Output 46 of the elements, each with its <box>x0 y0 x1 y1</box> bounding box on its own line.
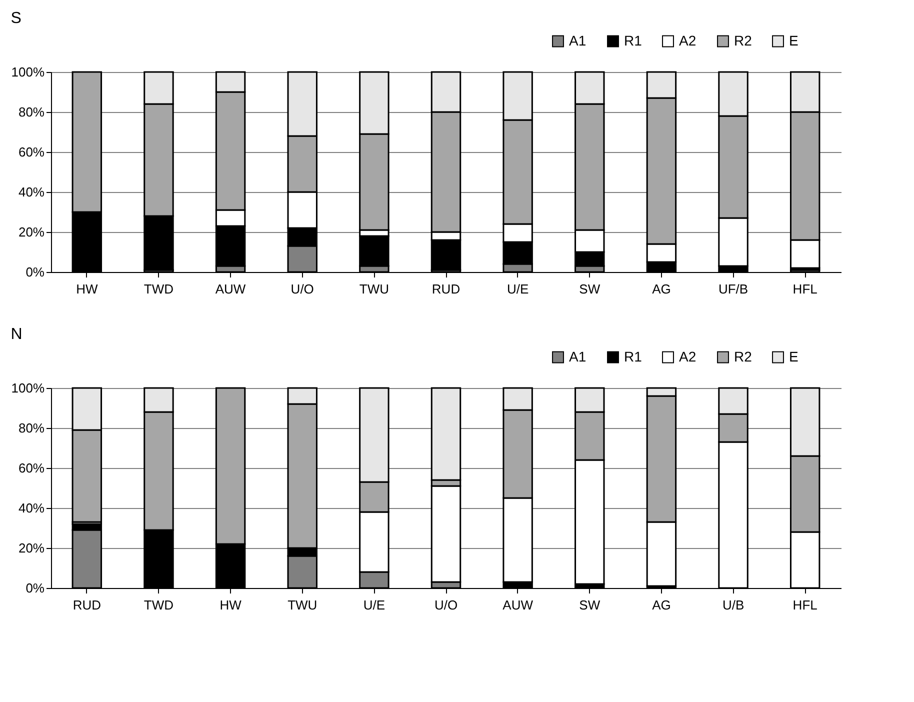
y-tick-label: 100% <box>11 380 45 396</box>
x-tick-label: U/O <box>434 598 458 612</box>
x-tick-label: SW <box>579 282 601 296</box>
legend-label: E <box>789 32 798 48</box>
y-tick-label: 80% <box>18 420 45 436</box>
x-tick-label: RUD <box>72 598 101 612</box>
chart-title: N <box>10 326 22 343</box>
x-tick-label: TWD <box>144 282 174 296</box>
y-tick-label: 0% <box>26 580 45 596</box>
x-tick-label: U/O <box>290 282 314 296</box>
legend-label: R1 <box>624 348 642 364</box>
legend-label: R1 <box>624 32 642 48</box>
x-tick-label: AG <box>652 282 671 296</box>
x-tick-label: HFL <box>792 282 818 296</box>
x-tick-label: AG <box>652 598 671 612</box>
y-tick-label: 60% <box>18 144 45 160</box>
x-tick-label: TWD <box>144 598 174 612</box>
legend-label: R2 <box>734 348 752 364</box>
x-tick-label: U/B <box>722 598 744 612</box>
x-tick-label: U/E <box>363 598 386 612</box>
legend-label: A2 <box>679 32 696 48</box>
legend-label: A1 <box>569 348 586 364</box>
legend-label: E <box>789 348 798 364</box>
y-tick-label: 100% <box>11 64 45 80</box>
y-tick-label: 40% <box>18 500 45 516</box>
legend-label: A2 <box>679 348 696 364</box>
y-tick-label: 60% <box>18 460 45 476</box>
x-tick-label: HW <box>220 598 242 612</box>
x-tick-label: TWU <box>288 598 318 612</box>
y-tick-label: 40% <box>18 184 45 200</box>
chart-title: S <box>10 10 22 27</box>
x-tick-label: SW <box>579 598 601 612</box>
x-tick-label: HFL <box>792 598 818 612</box>
y-tick-label: 20% <box>18 540 45 556</box>
legend-label: A1 <box>569 32 586 48</box>
legend-label: R2 <box>734 32 752 48</box>
x-tick-label: UF/B <box>718 282 748 296</box>
x-tick-label: AUW <box>502 598 534 612</box>
x-tick-label: RUD <box>432 282 460 296</box>
x-tick-label: AUW <box>215 282 246 296</box>
x-tick-label: U/E <box>506 282 529 296</box>
x-tick-label: HW <box>76 282 98 296</box>
y-tick-label: 80% <box>18 104 45 120</box>
y-tick-label: 0% <box>26 264 45 280</box>
y-tick-label: 20% <box>18 224 45 240</box>
x-tick-label: TWU <box>359 282 389 296</box>
